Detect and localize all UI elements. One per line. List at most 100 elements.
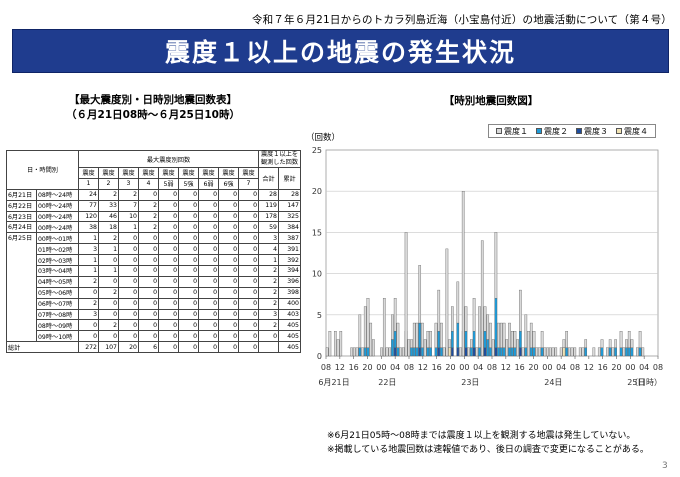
bar-segment	[562, 339, 566, 348]
row-count: 10	[118, 210, 139, 223]
table-header-total: 合計	[258, 167, 279, 190]
sum-count: 0	[198, 341, 219, 354]
bar-segment	[625, 347, 628, 357]
bar-segment	[415, 322, 419, 348]
bar-segment	[538, 347, 541, 357]
bar-segment	[353, 347, 356, 357]
sum-count: 0	[178, 341, 199, 354]
row-count: 0	[138, 297, 159, 310]
bar-segment	[472, 347, 476, 357]
legend-swatch-s3	[576, 128, 582, 134]
sum-count: 0	[158, 341, 179, 354]
row-count: 3	[78, 308, 99, 321]
bar-segment	[423, 339, 427, 357]
x-tick-label: 00	[376, 363, 386, 372]
chart-legend: 震度１ 震度２ 震度３ 震度４	[488, 124, 656, 138]
bar-segment	[524, 347, 528, 357]
row-count: 0	[198, 286, 219, 299]
row-count: 0	[198, 188, 219, 201]
bar-segment	[483, 306, 487, 332]
row-total: 2	[258, 275, 279, 288]
row-cumulative: 147	[278, 199, 301, 212]
row-count: 0	[218, 232, 239, 245]
bar-segment	[366, 298, 370, 348]
bar-segment	[529, 322, 533, 348]
bar-segment	[527, 331, 530, 357]
row-count: 0	[158, 308, 179, 321]
row-time: 06時～07時	[36, 297, 79, 310]
bar-segment	[622, 347, 626, 357]
row-time: 02時～03時	[36, 254, 79, 267]
bar-segment	[592, 347, 596, 357]
row-count: 0	[138, 188, 159, 201]
intensity-header-level: 2	[98, 177, 119, 190]
intensity-header-top: 震度	[198, 167, 219, 179]
legend-swatch-s1	[496, 128, 502, 134]
bar-segment	[578, 347, 582, 357]
bar-segment	[434, 322, 438, 348]
bar-segment	[456, 281, 460, 324]
row-count: 0	[238, 199, 259, 212]
row-count: 0	[158, 210, 179, 223]
row-cumulative: 398	[278, 286, 301, 299]
row-count: 0	[218, 319, 239, 332]
sum-count: 6	[138, 341, 159, 354]
row-total: 119	[258, 199, 279, 212]
row-count: 18	[98, 221, 119, 234]
sum-count: 107	[98, 341, 119, 354]
row-count: 0	[118, 254, 139, 267]
table-heading-line2: （６月21日08時～６月25日10時）	[66, 109, 240, 121]
intensity-header-level: 1	[78, 177, 99, 190]
row-total: 178	[258, 210, 279, 223]
bar-segment	[393, 298, 397, 332]
row-time: 07時～08時	[36, 308, 79, 321]
y-tick-label: 5	[317, 311, 322, 320]
bar-segment	[554, 347, 558, 357]
row-total: 1	[258, 254, 279, 267]
table-row: 09時～10時 0 0 0 0 0 0 0 0 0 0 405	[7, 330, 301, 343]
row-count: 0	[198, 308, 219, 321]
row-time: 08時～24時	[36, 188, 79, 201]
table-header-intensity-group: 最大震度別回数	[78, 150, 259, 168]
bar-segment	[429, 331, 432, 348]
row-count: 0	[138, 254, 159, 267]
bar-segment	[434, 347, 438, 357]
bar-segment	[464, 331, 468, 348]
row-cumulative: 403	[278, 308, 301, 321]
row-count: 0	[118, 275, 139, 288]
bar-segment	[581, 347, 585, 357]
bar-segment	[407, 339, 411, 357]
row-cumulative: 28	[278, 188, 301, 201]
bar-peak	[404, 232, 408, 357]
bar-segment	[426, 331, 430, 348]
x-tick-label: 00	[625, 363, 635, 372]
bar-segment	[339, 331, 343, 357]
row-count: 0	[198, 221, 219, 234]
bar-segment	[540, 331, 544, 348]
table-header-cumulative: 累計	[278, 167, 301, 190]
bar-segment	[440, 322, 443, 348]
row-total: 2	[258, 319, 279, 332]
bar-segment	[532, 347, 536, 357]
row-count: 0	[158, 330, 179, 343]
x-tick-label: 08	[321, 363, 331, 372]
row-count: 0	[238, 210, 259, 223]
row-count: 0	[138, 243, 159, 256]
sum-total	[258, 341, 279, 354]
row-count: 2	[118, 188, 139, 201]
bar-segment	[393, 347, 397, 357]
bar-segment	[519, 347, 522, 357]
date-label: 6月21日	[318, 378, 349, 387]
x-tick-label: 04	[473, 363, 483, 372]
row-count: 2	[78, 275, 99, 288]
row-count: 0	[78, 319, 99, 332]
row-total: 59	[258, 221, 279, 234]
table-row: 6月21日 08時～24時 24 2 2 0 0 0 0 0 0 28 28	[6, 188, 301, 201]
row-count: 1	[78, 254, 99, 267]
bar-segment	[391, 339, 394, 357]
bar-segment	[464, 347, 468, 357]
bar-segment	[464, 306, 468, 332]
bar-segment	[437, 347, 441, 357]
bar-segment	[570, 347, 574, 357]
row-count: 0	[218, 243, 239, 256]
